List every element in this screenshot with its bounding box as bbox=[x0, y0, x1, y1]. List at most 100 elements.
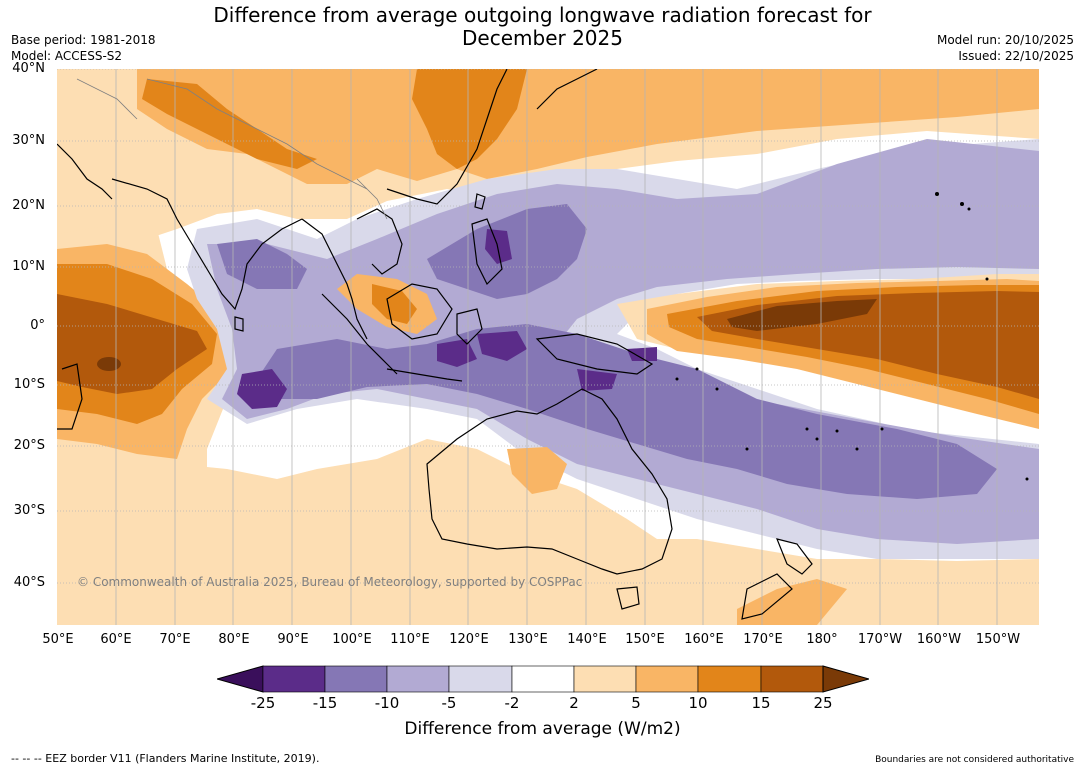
issued-date: Issued: 22/10/2025 bbox=[958, 49, 1074, 63]
lon-label-140e: 140°E bbox=[567, 632, 607, 647]
title-line-2: December 2025 bbox=[462, 26, 623, 50]
coast-sulawesi bbox=[456, 308, 483, 345]
colorbar-tick-10: 10 bbox=[688, 694, 708, 712]
lat-label-30n: 30°N bbox=[12, 133, 45, 148]
anomaly-region-bay-bengal-mid-purple bbox=[217, 239, 307, 289]
title-line-1: Difference from average outgoing longwav… bbox=[213, 3, 872, 27]
lat-label-10n: 10°N bbox=[12, 259, 45, 274]
lon-label-100e: 100°E bbox=[332, 632, 372, 647]
coast-sri-lanka bbox=[234, 316, 244, 332]
anomaly-region-west-indian-brown bbox=[57, 294, 207, 394]
colorbar bbox=[215, 664, 871, 694]
anomaly-region-china-orange bbox=[412, 69, 527, 169]
colorbar-seg-6 bbox=[573, 665, 637, 693]
lon-label-110e: 110°E bbox=[390, 632, 430, 647]
colorbar-tick-5: 5 bbox=[631, 694, 641, 712]
lon-label-70e: 70°E bbox=[159, 632, 191, 647]
lat-label-30s: 30°S bbox=[13, 503, 45, 518]
lon-label-160e: 160°E bbox=[684, 632, 724, 647]
colorbar-seg-7 bbox=[635, 665, 699, 693]
eez-border-note: -- -- -- EEZ border V11 (Flanders Marine… bbox=[11, 752, 320, 765]
base-period: Base period: 1981-2018 bbox=[11, 33, 156, 47]
lon-label-90e: 90°E bbox=[277, 632, 309, 647]
lon-label-160w: 160°W bbox=[916, 632, 962, 647]
coast-taiwan bbox=[474, 193, 486, 210]
lat-label-40n: 40°N bbox=[12, 61, 45, 76]
colorbar-tick--15: -15 bbox=[312, 694, 338, 712]
coast-philippines bbox=[471, 218, 503, 286]
lon-label-150w: 150°W bbox=[975, 632, 1021, 647]
lon-label-80e: 80°E bbox=[218, 632, 250, 647]
colorbar-seg-9 bbox=[760, 665, 824, 693]
colorbar-title: Difference from average (W/m2) bbox=[404, 719, 681, 739]
coast-bay-to-indochina bbox=[301, 218, 368, 340]
colorbar-extend-low bbox=[215, 665, 264, 693]
lon-label-180: 180° bbox=[806, 632, 838, 647]
lon-label-150e: 150°E bbox=[625, 632, 665, 647]
lat-label-0: 0° bbox=[30, 318, 45, 333]
coast-tasmania bbox=[616, 586, 640, 610]
coast-java bbox=[386, 368, 463, 382]
anomaly-region-south-light-orange bbox=[57, 439, 1039, 625]
colorbar-tick--25: -25 bbox=[250, 694, 276, 712]
colorbar-seg-8 bbox=[697, 665, 762, 693]
coast-new-guinea bbox=[535, 333, 654, 375]
anomaly-region-indonesia-deep-purple bbox=[437, 331, 657, 391]
anomaly-region-north-orange bbox=[137, 69, 1039, 184]
anomaly-region-tibet-dark-orange bbox=[142, 79, 317, 169]
anomaly-region-australia-orange bbox=[507, 447, 567, 494]
model-name: Model: ACCESS-S2 bbox=[11, 49, 123, 63]
lon-label-130e: 130°E bbox=[508, 632, 548, 647]
boundaries-disclaimer: Boundaries are not considered authoritat… bbox=[875, 755, 1074, 765]
lat-label-20s: 20°S bbox=[13, 438, 45, 453]
pacific-islands bbox=[675, 192, 1029, 481]
coast-sumatra bbox=[321, 293, 398, 375]
coast-australia bbox=[426, 388, 673, 575]
coast-new-zealand-north bbox=[776, 538, 813, 575]
colorbar-seg-5 bbox=[511, 665, 575, 693]
lat-label-20n: 20°N bbox=[12, 198, 45, 213]
meta-left: Base period: 1981-2018 Model: ACCESS-S2 bbox=[11, 32, 156, 64]
map-svg bbox=[57, 69, 1039, 625]
chart-title: Difference from average outgoing longwav… bbox=[0, 4, 1085, 50]
anomaly-region-borneo-dark-orange bbox=[372, 284, 417, 324]
model-run: Model run: 20/10/2025 bbox=[936, 33, 1074, 47]
anomaly-region-indian-deep-purple bbox=[237, 369, 287, 409]
map-panel bbox=[57, 69, 1039, 625]
anomaly-region-pacific-core bbox=[727, 299, 877, 331]
lon-label-170e: 170°E bbox=[743, 632, 783, 647]
anomaly-region-philippines-deep-purple bbox=[485, 229, 512, 264]
anomaly-region-new-zealand-orange bbox=[737, 579, 847, 625]
colorbar-tick--10: -10 bbox=[374, 694, 400, 712]
coast-india bbox=[111, 178, 303, 311]
colorbar-tick-25: 25 bbox=[813, 694, 833, 712]
anomaly-region-warm-pool-mid-purple bbox=[257, 324, 997, 499]
coast-japan bbox=[536, 69, 598, 110]
coastlines bbox=[57, 69, 813, 620]
anomaly-region-west-indian-core bbox=[97, 357, 121, 371]
coast-madagascar bbox=[57, 363, 83, 430]
coast-china bbox=[386, 69, 508, 205]
colorbar-tick--2: -2 bbox=[504, 694, 520, 712]
colorbar-tick-2: 2 bbox=[569, 694, 579, 712]
colorbar-tick--5: -5 bbox=[441, 694, 457, 712]
colorbar-svg bbox=[215, 665, 871, 693]
country-borders bbox=[76, 78, 388, 220]
coast-borneo bbox=[386, 283, 453, 340]
coast-new-zealand-south bbox=[741, 573, 793, 620]
colorbar-seg-3 bbox=[386, 665, 450, 693]
colorbar-seg-1 bbox=[262, 665, 326, 693]
colorbar-extend-high bbox=[822, 665, 871, 693]
lon-label-170w: 170°W bbox=[857, 632, 903, 647]
gridlines bbox=[57, 69, 1039, 625]
colorbar-seg-4 bbox=[448, 665, 513, 693]
lon-label-60e: 60°E bbox=[100, 632, 132, 647]
lat-label-10s: 10°S bbox=[13, 377, 45, 392]
lon-label-120e: 120°E bbox=[449, 632, 489, 647]
lon-label-50e: 50°E bbox=[42, 632, 74, 647]
colorbar-seg-2 bbox=[324, 665, 388, 693]
lat-label-40s: 40°S bbox=[13, 575, 45, 590]
meta-right: Model run: 20/10/2025 Issued: 22/10/2025 bbox=[937, 32, 1074, 64]
coast-indochina bbox=[356, 208, 403, 275]
copyright-notice: © Commonwealth of Australia 2025, Bureau… bbox=[77, 575, 583, 589]
